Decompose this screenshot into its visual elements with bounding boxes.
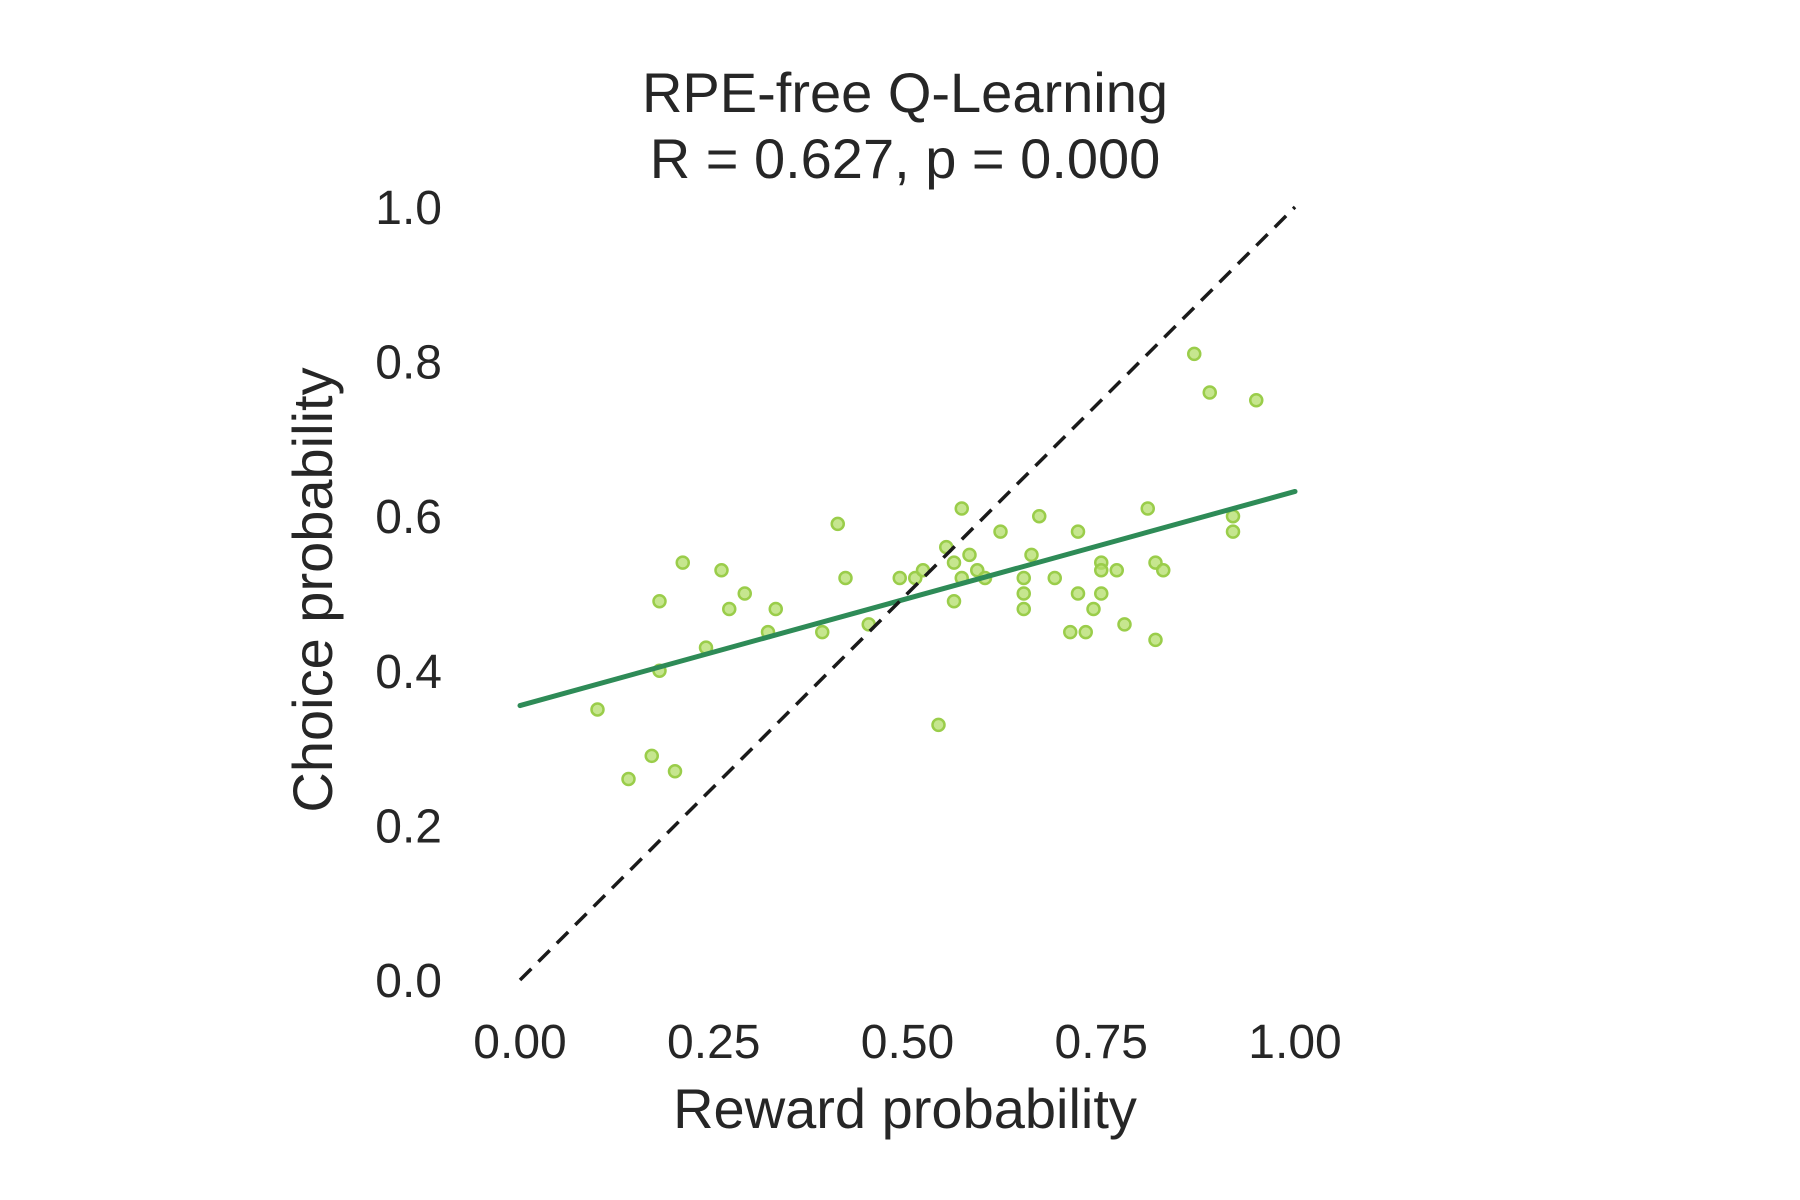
y-tick-label: 0.0 xyxy=(375,955,442,1008)
fit-line xyxy=(517,488,1298,709)
data-point xyxy=(644,748,659,764)
data-point xyxy=(1140,501,1155,516)
chart-subtitle: R = 0.627, p = 0.000 xyxy=(650,127,1161,190)
data-point xyxy=(1086,601,1101,617)
data-point xyxy=(1063,624,1078,640)
y-tick-label: 1.0 xyxy=(375,182,442,235)
x-tick-label: 0.25 xyxy=(667,1016,760,1069)
data-point xyxy=(838,570,853,586)
data-point xyxy=(1016,570,1031,586)
y-tick-label: 0.2 xyxy=(375,800,442,853)
data-point xyxy=(722,601,737,617)
data-point xyxy=(737,586,752,601)
data-point xyxy=(1094,563,1109,578)
y-tick-label: 0.4 xyxy=(375,646,442,699)
x-tick-labels: 0.00 0.25 0.50 0.75 1.00 xyxy=(473,1016,1341,1069)
data-point xyxy=(946,593,962,609)
data-point xyxy=(946,555,962,570)
chart-title: RPE-free Q-Learning xyxy=(642,61,1168,124)
data-point xyxy=(652,593,667,609)
data-point xyxy=(962,547,977,563)
data-point xyxy=(1070,586,1086,601)
data-point xyxy=(1249,393,1264,408)
data-point xyxy=(1117,617,1132,632)
data-point xyxy=(1070,524,1086,539)
x-tick-label: 0.50 xyxy=(861,1016,954,1069)
data-point xyxy=(1078,624,1093,640)
data-point xyxy=(1156,563,1171,578)
data-point xyxy=(892,570,907,586)
data-point xyxy=(1032,508,1047,524)
y-tick-label: 0.8 xyxy=(375,337,442,390)
data-point xyxy=(954,501,969,516)
data-point xyxy=(1148,632,1163,648)
data-point xyxy=(714,563,729,578)
y-tick-label: 0.6 xyxy=(375,491,442,544)
data-point xyxy=(1225,524,1241,539)
data-point xyxy=(993,524,1008,539)
x-tick-label: 0.00 xyxy=(473,1016,566,1069)
data-point xyxy=(1024,547,1039,563)
plot-area xyxy=(517,205,1298,982)
y-axis-label: Choice probability xyxy=(281,367,344,812)
data-point xyxy=(1202,385,1217,400)
x-axis-label: Reward probability xyxy=(673,1077,1137,1140)
data-point xyxy=(621,771,636,787)
data-point xyxy=(815,624,830,640)
x-tick-label: 0.75 xyxy=(1055,1016,1148,1069)
x-tick-label: 1.00 xyxy=(1248,1016,1341,1069)
data-point xyxy=(1016,601,1031,617)
data-point xyxy=(768,601,783,617)
identity-line xyxy=(518,205,1297,982)
data-point xyxy=(1016,586,1031,601)
data-point xyxy=(1187,346,1202,362)
data-point xyxy=(590,702,605,717)
data-point xyxy=(667,764,683,779)
y-tick-labels: 0.0 0.2 0.4 0.6 0.8 1.0 xyxy=(375,182,442,1008)
data-point xyxy=(1109,563,1124,578)
data-point xyxy=(675,555,690,570)
data-point xyxy=(931,717,946,733)
data-point xyxy=(1094,586,1109,601)
data-point xyxy=(1047,570,1062,586)
data-point xyxy=(830,516,845,532)
